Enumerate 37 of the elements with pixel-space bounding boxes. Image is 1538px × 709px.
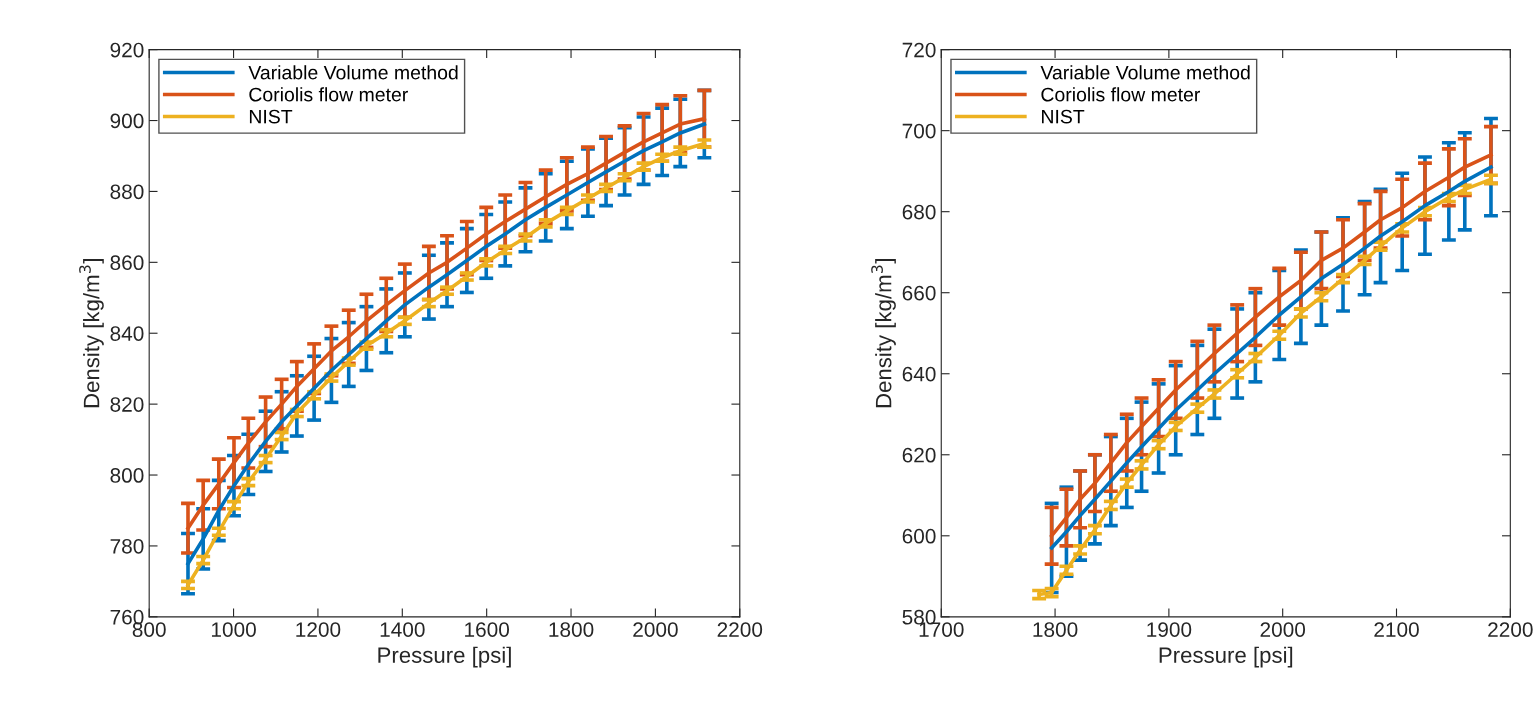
y-tick-label: 820 [110, 397, 144, 412]
legend-label: NIST [1042, 109, 1085, 124]
y-tick-label: 600 [902, 528, 936, 544]
y-tick-label: 900 [110, 113, 144, 129]
y-tick-label: 660 [902, 285, 936, 301]
x-tick-label: 1900 [1147, 622, 1192, 637]
y-tick-label: 680 [902, 204, 936, 220]
legend-label: Coriolis flow meter [249, 87, 408, 102]
y-tick-label: 780 [110, 538, 144, 554]
x-tick-label: 2200 [717, 622, 763, 637]
y-tick-label: 640 [902, 366, 936, 382]
x-tick-label: 1200 [296, 622, 341, 637]
y-tick-label: 700 [902, 123, 936, 139]
y-tick-label: 840 [110, 326, 144, 341]
y-tick-label: 620 [902, 447, 936, 463]
y-tick-label: 880 [110, 184, 144, 200]
y-tick-label: 720 [902, 42, 936, 58]
legend-label: NIST [249, 109, 293, 124]
x-tick-label: 1600 [465, 622, 510, 637]
x-tick-label: 2100 [1374, 622, 1419, 637]
x-tick-label: 1400 [380, 622, 425, 637]
y-tick-label: 920 [110, 42, 144, 58]
legend-label: Variable Volume method [1040, 65, 1250, 80]
x-tick-label: 2000 [633, 622, 678, 637]
x-axis-title: Pressure [psi] [378, 646, 511, 668]
x-tick-label: 2000 [1260, 622, 1306, 637]
y-axis-title: Density [kg/m$^{3}$] [871, 259, 896, 408]
x-tick-label: 1000 [211, 622, 256, 637]
legend-label: Variable Volume method [248, 65, 458, 80]
x-tick-label: 1800 [1033, 622, 1078, 637]
x-tick-label: 1800 [549, 622, 594, 637]
x-tick-label: 2200 [1488, 622, 1533, 637]
x-axis-title: Pressure [psi] [1159, 646, 1293, 668]
legend-label: Coriolis flow meter [1041, 87, 1201, 102]
y-axis-title: Density [kg/m$^{3}$] [79, 259, 104, 408]
y-tick-label: 800 [110, 468, 144, 483]
y-tick-label: 860 [110, 255, 144, 271]
